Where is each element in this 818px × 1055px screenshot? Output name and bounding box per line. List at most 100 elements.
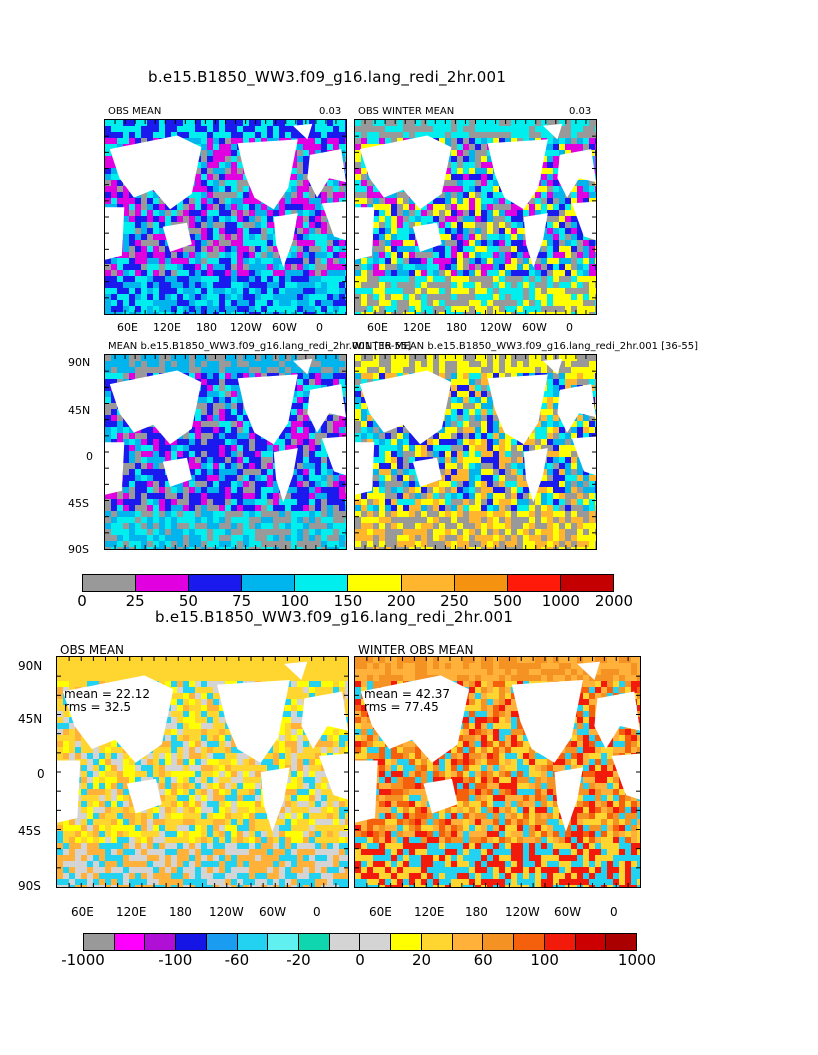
map-field-cell bbox=[273, 126, 279, 132]
map-field-cell bbox=[207, 240, 213, 246]
map-field-cell bbox=[189, 288, 195, 294]
map-field-cell bbox=[309, 355, 315, 361]
map-field-cell bbox=[309, 276, 315, 282]
map-field-cell bbox=[475, 451, 481, 457]
map-field-cell bbox=[231, 210, 237, 216]
map-field-cell bbox=[427, 445, 433, 451]
map-field-cell bbox=[291, 276, 297, 282]
map-field-cell bbox=[355, 397, 361, 403]
map-field-cell bbox=[469, 300, 475, 306]
map-field-cell bbox=[487, 192, 493, 198]
map-field-cell bbox=[321, 373, 327, 379]
map-field-cell bbox=[267, 529, 273, 535]
map-field-cell bbox=[123, 451, 129, 457]
map-field-cell bbox=[183, 547, 189, 549]
map-field-cell bbox=[445, 222, 451, 228]
map-field-cell bbox=[117, 427, 123, 433]
map-field-cell bbox=[379, 246, 385, 252]
map-field-cell bbox=[171, 300, 177, 306]
map-field-cell bbox=[445, 367, 451, 373]
map-field-cell bbox=[589, 258, 595, 264]
map-field-cell bbox=[439, 306, 445, 312]
map-field-cell bbox=[159, 270, 165, 276]
map-field-cell bbox=[445, 120, 451, 126]
map-field-cell bbox=[523, 126, 529, 132]
map-field-cell bbox=[321, 192, 327, 198]
map-field-cell bbox=[385, 294, 391, 300]
map-field-cell bbox=[327, 120, 333, 126]
map-field-cell bbox=[225, 300, 231, 306]
map-field-cell bbox=[147, 355, 153, 361]
map-field-cell bbox=[469, 288, 475, 294]
map-field-cell bbox=[123, 421, 129, 427]
map-field-cell bbox=[559, 306, 565, 312]
map-field-cell bbox=[303, 523, 309, 529]
map-field-cell bbox=[583, 198, 589, 204]
map-field-cell bbox=[511, 264, 517, 270]
map-field-cell bbox=[153, 469, 159, 475]
map-field-cell bbox=[565, 294, 571, 300]
map-field-cell bbox=[397, 367, 403, 373]
map-field-cell bbox=[273, 306, 279, 312]
map-field-cell bbox=[105, 373, 111, 379]
map-field-cell bbox=[481, 379, 487, 385]
map-field-cell bbox=[499, 300, 505, 306]
map-field-cell bbox=[285, 294, 291, 300]
map-field-cell bbox=[177, 306, 183, 312]
map-field-cell bbox=[529, 132, 535, 138]
map-field-cell bbox=[135, 517, 141, 523]
map-field-cell bbox=[213, 469, 219, 475]
map-field-cell bbox=[499, 210, 505, 216]
map-field-cell bbox=[565, 138, 571, 144]
map-field-cell bbox=[541, 126, 547, 132]
map-field-cell bbox=[451, 391, 457, 397]
map-field-cell bbox=[243, 451, 249, 457]
map-field-cell bbox=[123, 306, 129, 312]
map-field-cell bbox=[345, 264, 346, 270]
map-field-cell bbox=[261, 294, 267, 300]
map-field-cell bbox=[273, 294, 279, 300]
map-field-cell bbox=[189, 499, 195, 505]
map-field-cell bbox=[493, 433, 499, 439]
map-field-cell bbox=[517, 228, 523, 234]
map-field-cell bbox=[327, 312, 333, 314]
map-field-cell bbox=[111, 403, 117, 409]
map-field-cell bbox=[481, 132, 487, 138]
map-field-cell bbox=[321, 523, 327, 529]
map-field-cell bbox=[361, 403, 367, 409]
map-field-cell bbox=[213, 433, 219, 439]
map-field-cell bbox=[529, 439, 535, 445]
map-field-cell bbox=[505, 288, 511, 294]
map-field-cell bbox=[213, 144, 219, 150]
map-field-cell bbox=[111, 192, 117, 198]
map-field-cell bbox=[189, 258, 195, 264]
map-field-cell bbox=[445, 409, 451, 415]
map-field-cell bbox=[255, 493, 261, 499]
map-field-cell bbox=[451, 120, 457, 126]
map-field-cell bbox=[493, 216, 499, 222]
map-field-cell bbox=[201, 535, 207, 541]
map-field-cell bbox=[213, 234, 219, 240]
map-field-cell bbox=[237, 294, 243, 300]
map-field-cell bbox=[249, 270, 255, 276]
map-field-cell bbox=[505, 300, 511, 306]
map-field-cell bbox=[373, 240, 379, 246]
map-field-cell bbox=[231, 367, 237, 373]
map-field-cell bbox=[147, 192, 153, 198]
map-field-cell bbox=[183, 433, 189, 439]
map-field-cell bbox=[451, 439, 457, 445]
map-field-cell bbox=[141, 294, 147, 300]
map-field-cell bbox=[231, 138, 237, 144]
map-field-cell bbox=[589, 144, 595, 150]
map-field-cell bbox=[117, 312, 123, 314]
map-field-cell bbox=[415, 439, 421, 445]
map-field-cell bbox=[463, 150, 469, 156]
map-field-cell bbox=[463, 427, 469, 433]
map-field-cell bbox=[321, 228, 327, 234]
map-field-cell bbox=[499, 439, 505, 445]
map-field-cell bbox=[403, 228, 409, 234]
map-field-cell bbox=[397, 264, 403, 270]
map-field-cell bbox=[361, 433, 367, 439]
map-field-cell bbox=[421, 445, 427, 451]
map-field-cell bbox=[553, 373, 559, 379]
